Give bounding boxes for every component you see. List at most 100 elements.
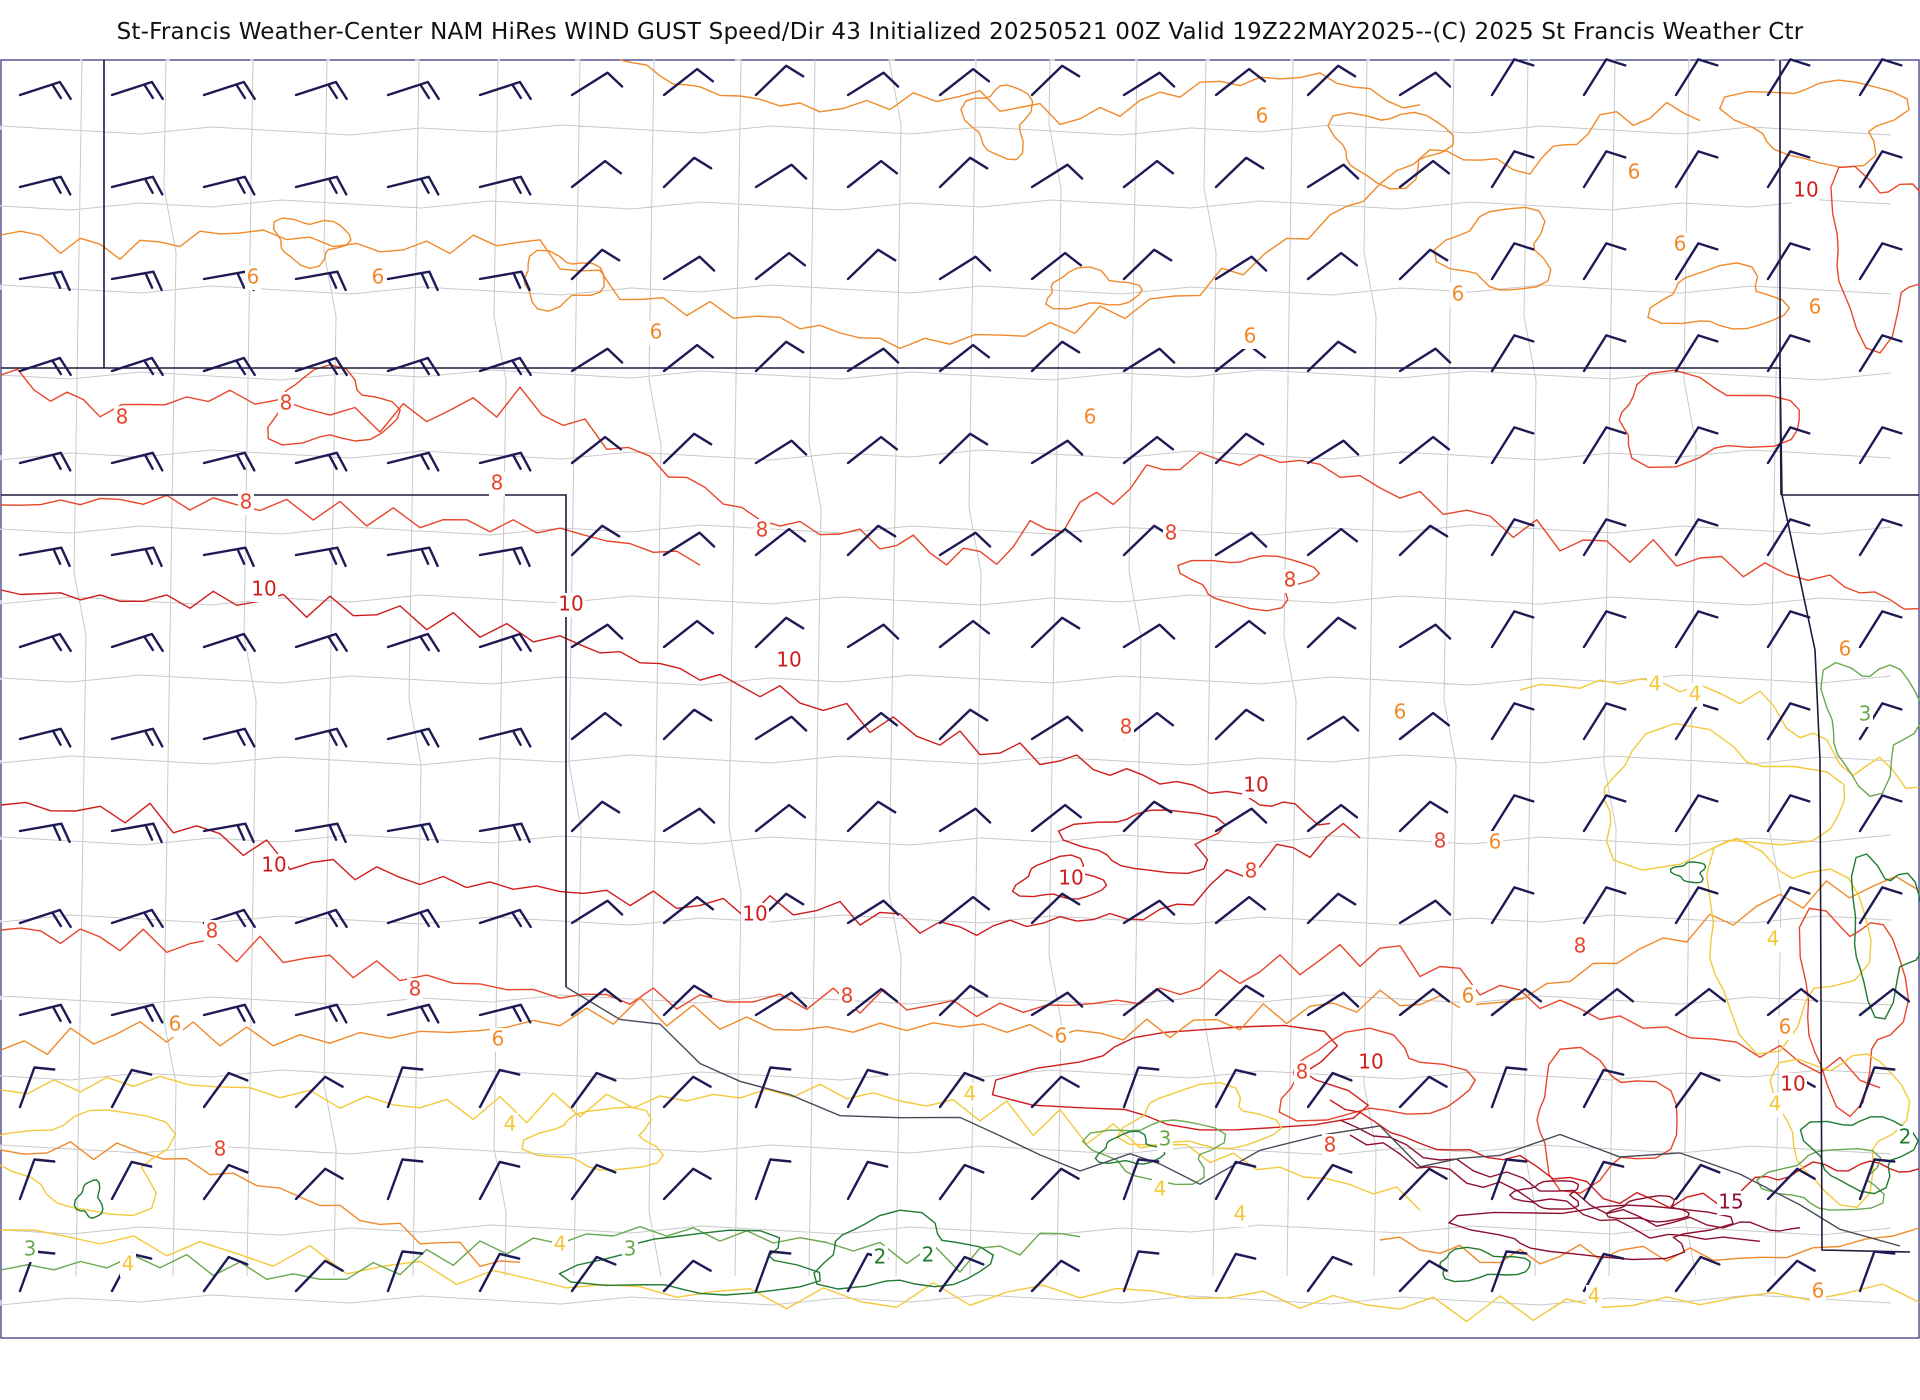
wind-barb <box>570 800 621 833</box>
wind-barb <box>938 1071 985 1109</box>
contour-label-bg <box>260 854 288 878</box>
wind-barb <box>110 727 164 748</box>
wind-barb <box>478 356 532 377</box>
contour-2-cell <box>1669 861 1707 884</box>
wind-barb <box>386 270 439 292</box>
wind-barb <box>754 340 805 373</box>
contour-10-line <box>0 801 1361 937</box>
wind-barb <box>846 347 900 373</box>
wind-barb <box>202 356 256 377</box>
wind-barb <box>1582 242 1627 281</box>
wind-barb <box>938 343 991 373</box>
contour-label: 6 <box>1674 232 1687 256</box>
wind-barb <box>386 546 439 568</box>
contour-15-cell <box>1447 1204 1734 1261</box>
contour-8-cell <box>1618 369 1800 469</box>
wind-barb <box>1582 150 1627 189</box>
wind-barb <box>110 356 164 377</box>
wind-barb <box>846 987 899 1017</box>
contour-label-bg <box>1242 325 1258 349</box>
wind-barb <box>1306 803 1359 833</box>
wind-barb <box>846 248 897 281</box>
wind-barb <box>18 451 72 472</box>
wind-barb <box>1766 1167 1816 1201</box>
contour-2-cell <box>813 1209 995 1290</box>
contour-label: 2 <box>1899 1125 1912 1149</box>
wind-barb <box>1214 619 1267 649</box>
wind-barb <box>386 1003 440 1024</box>
contour-label-bg <box>502 1113 518 1137</box>
contour-label: 3 <box>24 1237 37 1261</box>
wind-barb <box>1398 524 1449 557</box>
wind-barb <box>1674 1163 1721 1201</box>
wind-barb <box>294 1259 344 1293</box>
wind-barb <box>570 899 624 925</box>
wind-barb <box>1674 987 1727 1017</box>
contour-label-bg <box>245 266 261 290</box>
contour-label: 8 <box>409 977 422 1001</box>
contour-label: 10 <box>1243 773 1268 797</box>
wind-barb <box>1122 623 1176 649</box>
contour-label-bg <box>1807 296 1823 320</box>
contour-label: 4 <box>1649 672 1662 696</box>
wind-barb <box>754 527 807 557</box>
contour-6-cell <box>1433 206 1552 291</box>
contour-label: 6 <box>1839 637 1852 661</box>
wind-barb <box>202 175 256 196</box>
wind-barb <box>754 1066 792 1109</box>
wind-barb <box>110 822 163 844</box>
contour-label: 4 <box>1689 682 1702 706</box>
contour-label: 6 <box>1256 104 1269 128</box>
wind-barb <box>1214 807 1268 833</box>
contour-label: 8 <box>280 391 293 415</box>
wind-barb <box>478 175 532 196</box>
wind-barb <box>1306 340 1357 373</box>
wind-barb <box>478 1003 532 1024</box>
wind-barb <box>1214 156 1265 189</box>
contour-10-cell <box>1057 809 1226 875</box>
contour-label: 6 <box>1244 324 1257 348</box>
contour-3-cell <box>1755 1147 1885 1211</box>
wind-barb <box>110 175 164 196</box>
wind-barb <box>294 1075 344 1109</box>
wind-barb <box>1214 895 1267 925</box>
wind-barb <box>1674 794 1719 833</box>
wind-barb <box>1030 527 1083 557</box>
contour-label: 4 <box>1154 1177 1167 1201</box>
contour-label-bg <box>648 321 664 345</box>
wind-barb <box>1306 892 1357 925</box>
wind-barb <box>386 727 440 748</box>
wind-barb <box>202 1163 249 1201</box>
wind-barb <box>938 67 991 97</box>
wind-barb <box>1858 610 1903 649</box>
wind-barb <box>938 432 989 465</box>
wind-barb <box>1490 426 1535 465</box>
wind-barb <box>754 1250 792 1293</box>
wind-barb <box>662 619 715 649</box>
wind-barb <box>18 175 72 196</box>
wind-barb <box>1214 67 1267 97</box>
contour-2-cell <box>1799 1116 1919 1195</box>
wind-barb <box>18 1158 56 1201</box>
wind-barb <box>18 822 71 844</box>
wind-barb <box>1306 527 1359 557</box>
wind-barb <box>662 1075 712 1109</box>
contour-label: 8 <box>1574 934 1587 958</box>
wind-barb <box>1490 150 1535 189</box>
contour-label-bg <box>962 1083 978 1107</box>
wind-barb <box>1214 1252 1257 1293</box>
wind-barb <box>570 1255 617 1293</box>
wind-barb <box>1582 58 1627 97</box>
contour-label-bg <box>1647 673 1663 697</box>
wind-barb <box>938 619 991 649</box>
contour-label: 6 <box>247 265 260 289</box>
contour-label-bg <box>1152 1178 1168 1202</box>
wind-barb <box>1858 334 1903 373</box>
contour-label-bg <box>1897 1126 1913 1150</box>
wind-barb <box>1490 1158 1528 1201</box>
contour-labels: 2 2 2 3 3 3 3 4 4 4 4 4 4 4 4 4 4 4 6 6 6 6 6 6 6 6 6 6 6 6 6 6 6 6 6 6 6 8 8 8… <box>22 104 1913 1309</box>
wind-barb <box>1490 518 1535 557</box>
red-river <box>565 986 1901 1247</box>
wind-barb <box>1030 64 1081 97</box>
wind-barb <box>1858 1250 1896 1293</box>
